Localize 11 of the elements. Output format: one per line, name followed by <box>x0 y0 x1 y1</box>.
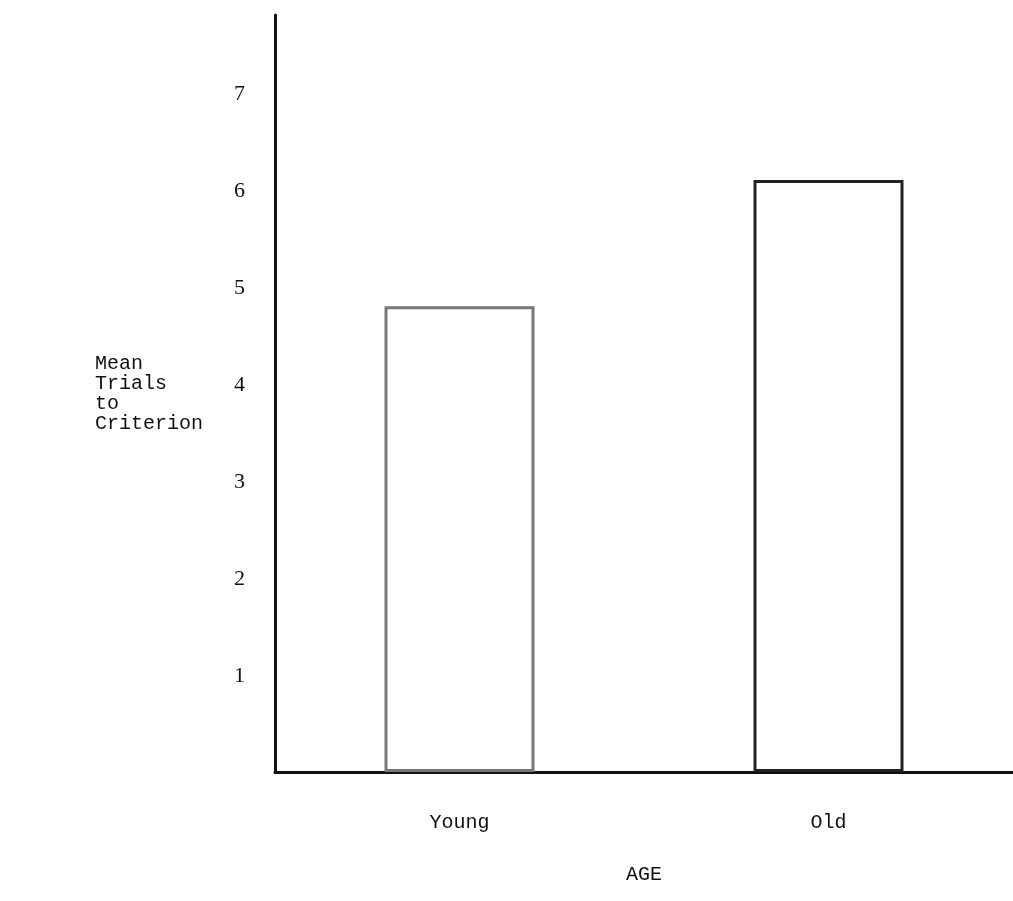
y-tick-label: 7 <box>234 80 245 106</box>
y-tick-label: 1 <box>234 662 245 688</box>
x-axis-title: AGE <box>625 862 663 886</box>
y-tick-label: 6 <box>234 177 245 203</box>
y-tick-label: 2 <box>234 565 245 591</box>
y-tick-label: 3 <box>234 468 245 494</box>
y-tick-label: 5 <box>234 274 245 300</box>
y-axis-title: Mean Trials to Criterion <box>95 352 204 435</box>
x-tick-label: Old <box>810 810 847 834</box>
x-tick-label: Young <box>429 810 490 834</box>
y-tick-label: 4 <box>234 371 245 397</box>
